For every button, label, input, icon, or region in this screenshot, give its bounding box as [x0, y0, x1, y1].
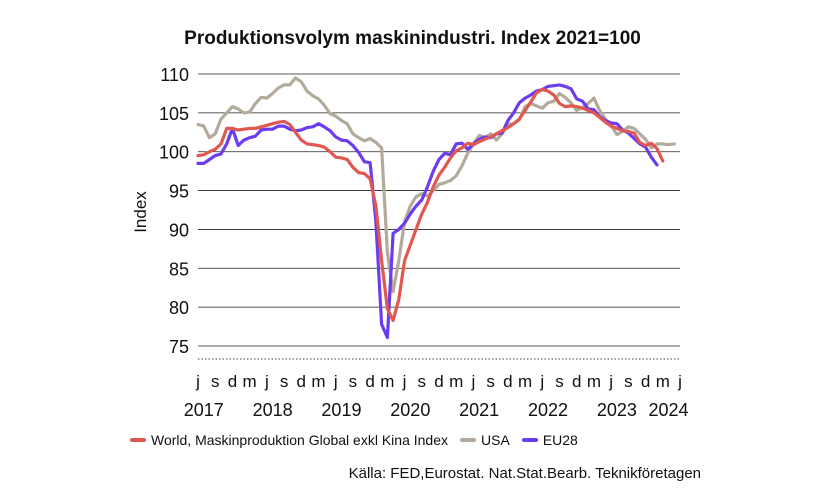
legend-swatch [460, 438, 477, 442]
x-month-tick-label: m [587, 372, 601, 391]
x-year-label: 2024 [649, 400, 689, 420]
series-line-0 [196, 87, 665, 322]
gridlines [198, 73, 680, 347]
x-month-tick-label: j [677, 372, 682, 391]
x-year-label: 2019 [321, 400, 361, 420]
x-year-label: 2018 [253, 400, 293, 420]
x-month-tick-label: s [486, 372, 495, 391]
y-tick-label: 105 [159, 104, 189, 124]
x-month-tick-label: s [211, 372, 220, 391]
x-month-tick-label: d [365, 372, 374, 391]
x-month-tick-label: s [555, 372, 564, 391]
x-month-tick-label: d [641, 372, 650, 391]
x-month-tick-label: d [503, 372, 512, 391]
legend-swatch [130, 438, 146, 442]
x-month-tick-label: j [471, 372, 476, 391]
series-lines [196, 76, 676, 340]
x-month-tick-label: m [380, 372, 394, 391]
y-tick-label: 110 [160, 65, 189, 85]
y-tick-label: 95 [169, 182, 189, 202]
x-month-tick-label: m [518, 372, 532, 391]
series-line-2 [196, 83, 659, 340]
legend: World, Maskinproduktion Global exkl Kina… [130, 432, 590, 448]
x-month-tick-label: m [311, 372, 325, 391]
y-tick-label: 90 [169, 220, 189, 240]
x-year-label: 2021 [459, 400, 499, 420]
x-month-tick-label: j [264, 372, 269, 391]
chart-title: Produktionsvolym maskinindustri. Index 2… [184, 28, 641, 49]
x-month-tick-label: j [195, 372, 200, 391]
x-month-tick-label: m [656, 372, 670, 391]
x-month-tick-label: m [449, 372, 463, 391]
x-year-label: 2017 [184, 400, 224, 420]
x-month-tick-label: j [402, 372, 407, 391]
series-line-1 [196, 76, 676, 294]
legend-item: World, Maskinproduktion Global exkl Kina… [130, 432, 448, 448]
x-month-tick-label: d [228, 372, 237, 391]
legend-label: World, Maskinproduktion Global exkl Kina… [151, 432, 449, 448]
x-month-tick-label: d [572, 372, 581, 391]
x-month-tick-label: s [624, 372, 633, 391]
y-tick-label: 85 [169, 259, 189, 279]
legend-item: EU28 [521, 432, 578, 448]
x-month-tick-label: s [349, 372, 358, 391]
legend-label: EU28 [542, 432, 578, 448]
x-month-tick-label: s [418, 372, 427, 391]
y-tick-label: 80 [169, 298, 189, 318]
x-month-tick-label: d [297, 372, 306, 391]
y-axis-label: Index [131, 191, 150, 233]
x-month-tick-label: m [243, 372, 257, 391]
y-tick-label: 100 [159, 143, 189, 163]
legend-swatch [521, 438, 538, 442]
x-year-label: 2022 [528, 400, 568, 420]
legend-label: USA [481, 432, 510, 448]
x-year-label: 2020 [390, 400, 430, 420]
x-month-tick-label: d [434, 372, 443, 391]
y-tick-label: 75 [169, 337, 189, 357]
source-note: Källa: FED,Eurostat. Nat.Stat.Bearb. Tek… [348, 465, 701, 482]
x-month-tick-label: j [608, 372, 613, 391]
legend-item: USA [460, 432, 510, 448]
x-month-tick-label: j [333, 372, 338, 391]
x-year-label: 2023 [597, 400, 637, 420]
x-month-tick-label: s [280, 372, 289, 391]
x-month-tick-label: j [539, 372, 544, 391]
y-axis-ticks: 75 80 85 90 95 100 105 110 [159, 65, 189, 357]
